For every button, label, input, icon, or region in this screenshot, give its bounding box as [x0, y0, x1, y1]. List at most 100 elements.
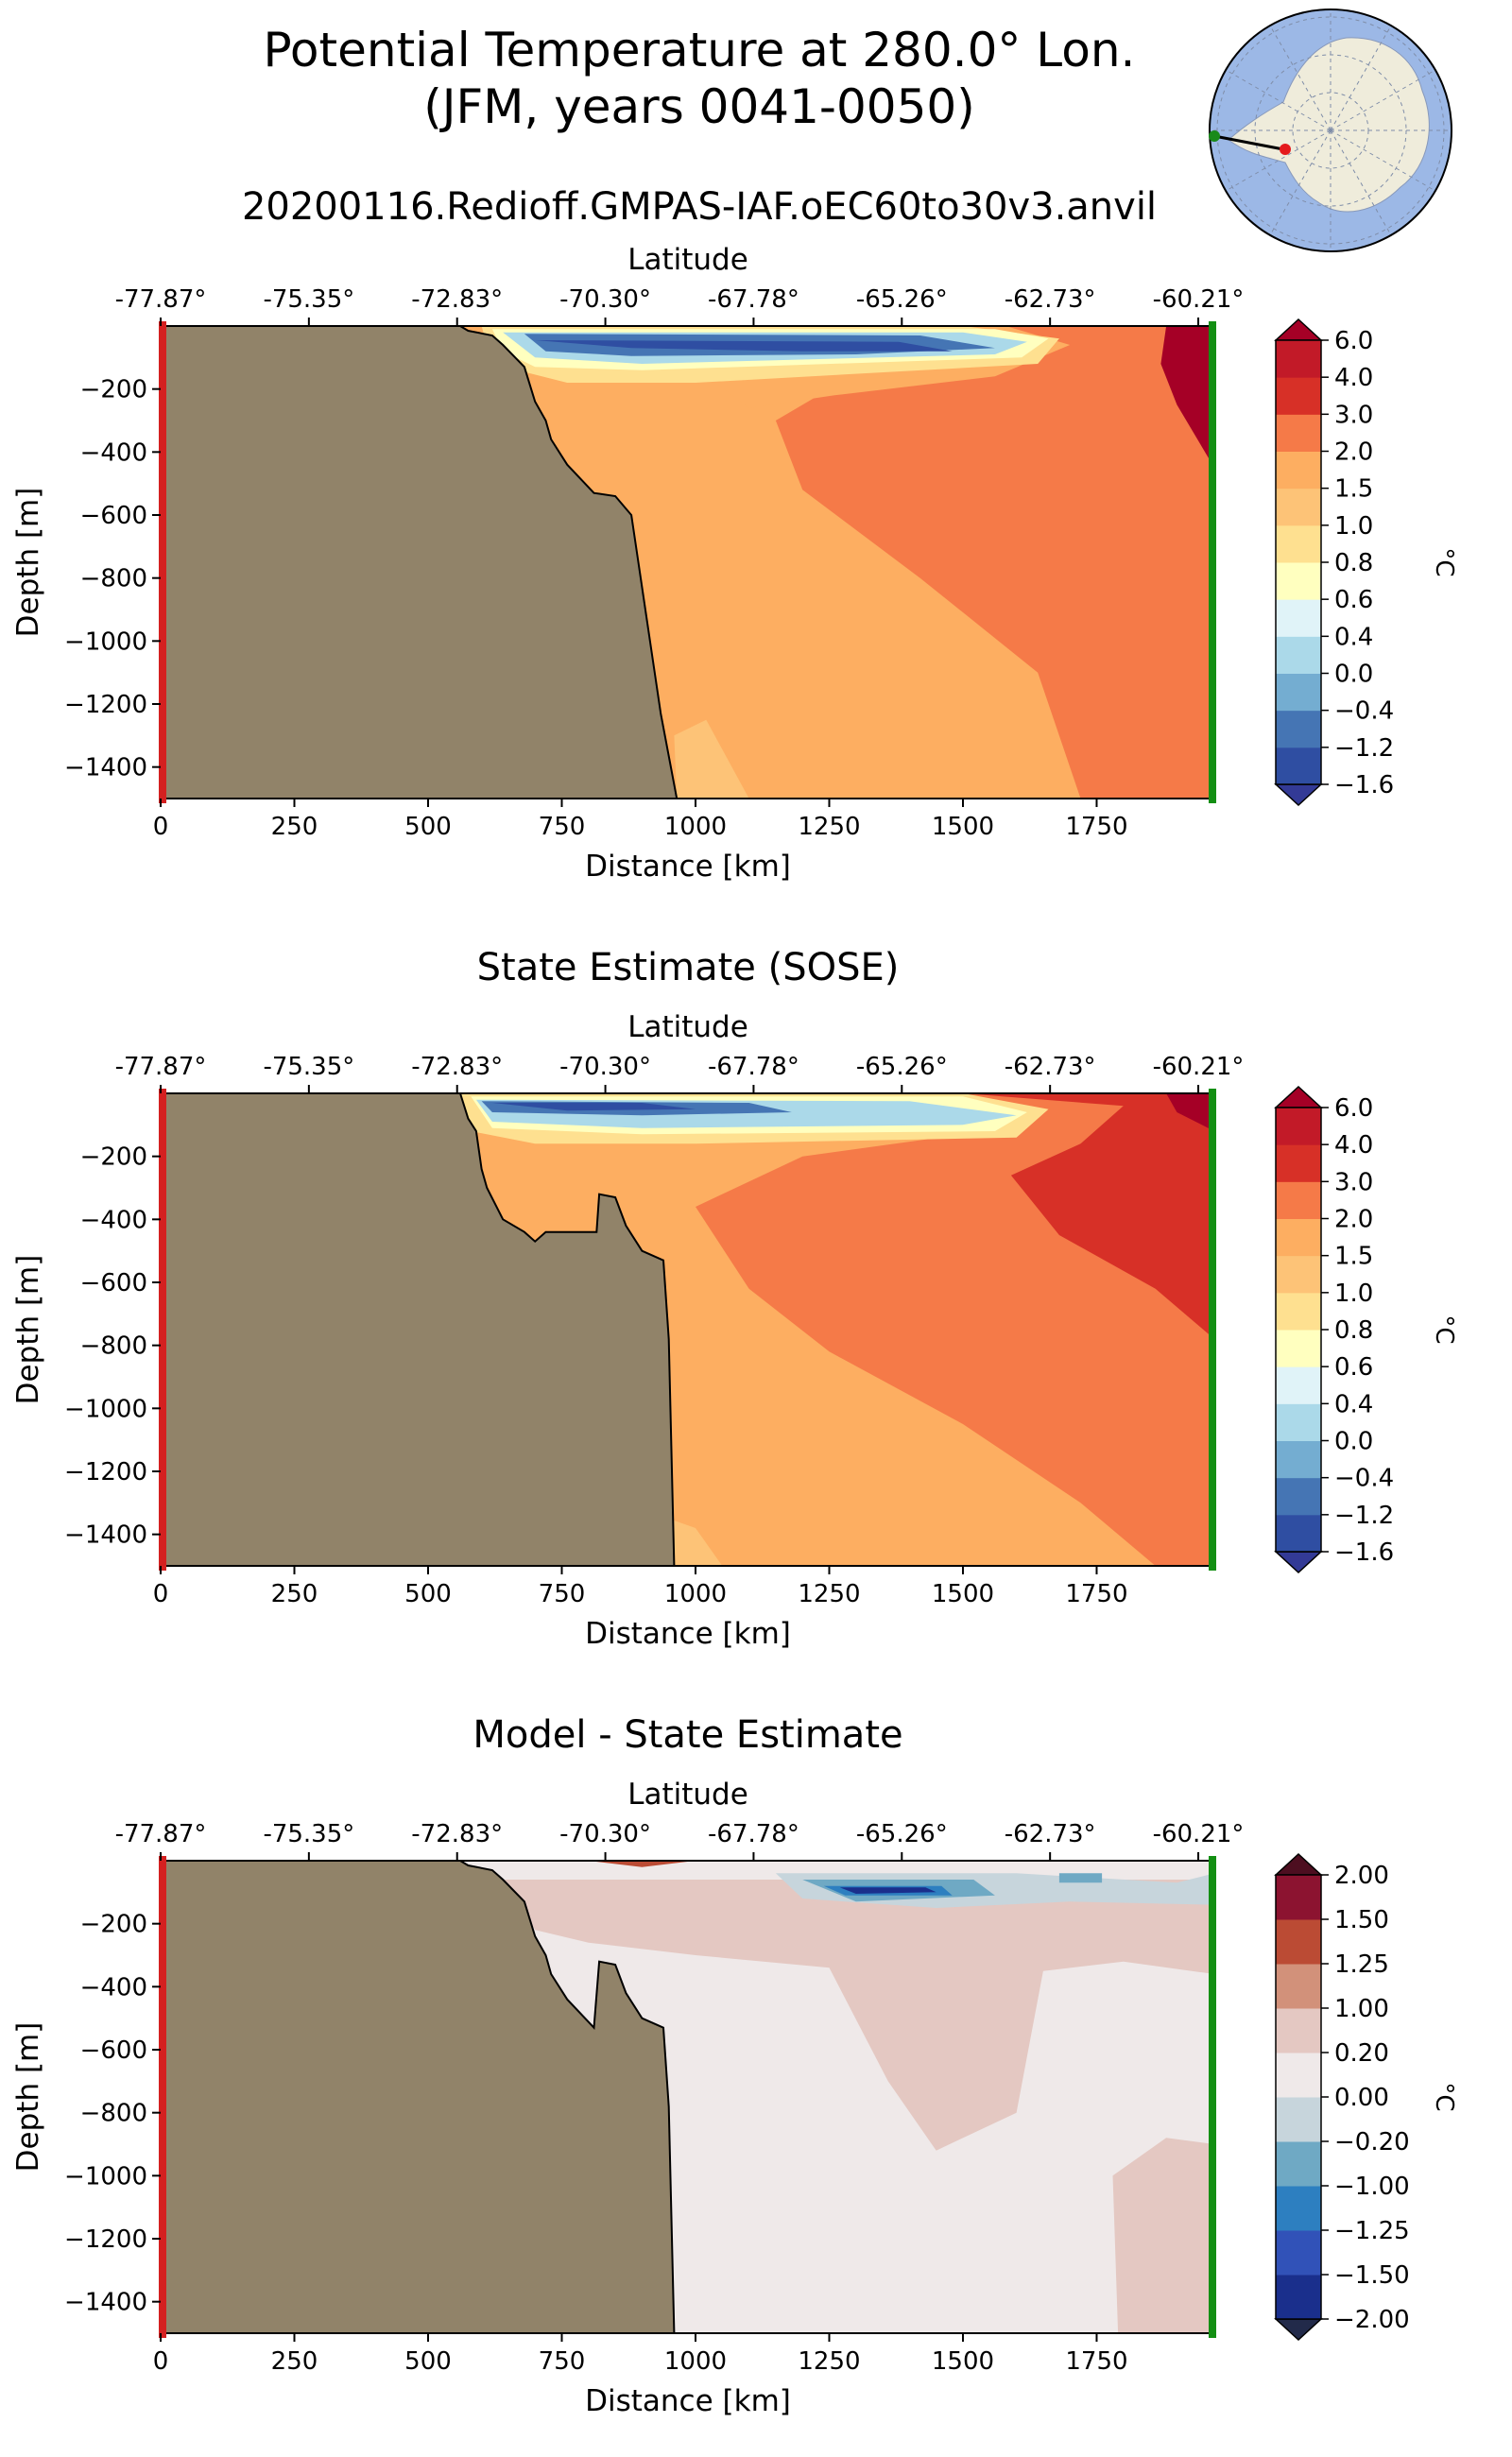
plot-area: [161, 1861, 1214, 2333]
inset-grid-meridian: [1330, 69, 1436, 131]
colorbar-tick-label: −1.2: [1334, 1502, 1394, 1530]
x-tick-label: 250: [271, 813, 318, 841]
field-band-5: [674, 719, 749, 799]
colorbar-segment: [1276, 451, 1321, 490]
colorbar-label: °C: [1430, 1314, 1458, 1344]
colorbar-tick-label: 0.0: [1334, 1428, 1373, 1456]
top-tick-label: -60.21°: [1153, 1820, 1245, 1848]
figure-title-line1: Potential Temperature at 280.0° Lon.: [264, 23, 1136, 77]
colorbar-segment: [1276, 673, 1321, 712]
y-tick-label: −1200: [64, 2225, 147, 2254]
colorbar-extend-min: [1274, 783, 1323, 807]
colorbar-segment: [1276, 1292, 1321, 1331]
top-tick-label: -65.26°: [856, 1820, 948, 1848]
y-axis-label: Depth [m]: [11, 488, 45, 638]
inset-grid-meridian: [1330, 25, 1392, 131]
top-tick-label: -65.26°: [856, 285, 948, 314]
colorbar-tick-label: −0.20: [1334, 2128, 1410, 2156]
colorbar-segment: [1276, 1366, 1321, 1404]
y-tick-label: −1400: [64, 754, 147, 782]
panel-title: Model - State Estimate: [472, 1713, 902, 1757]
x-tick-label: 1750: [1065, 813, 1127, 841]
field-band-1: [963, 1093, 1214, 1339]
field-band-8: [491, 1103, 696, 1111]
top-tick-label: -67.78°: [708, 285, 799, 314]
field-band-7: [588, 1861, 696, 1867]
colorbar-tick-label: −0.4: [1334, 697, 1394, 726]
field-band-2: [1166, 1093, 1214, 1131]
field-band-5: [839, 1887, 936, 1894]
colorbar-tick-label: 0.6: [1334, 586, 1373, 614]
colorbar-tick-label: −1.2: [1334, 734, 1394, 763]
y-tick-label: −400: [80, 1206, 147, 1234]
colorbar-tick-label: 3.0: [1334, 401, 1373, 429]
colorbar-tick-label: 0.8: [1334, 549, 1373, 577]
top-tick-label: -70.30°: [559, 1820, 651, 1848]
top-tick-label: -62.73°: [1005, 1820, 1096, 1848]
inset-transect-end: [1209, 130, 1220, 142]
y-tick-label: −800: [80, 1332, 147, 1361]
inset-grid-meridian: [1225, 69, 1332, 131]
top-tick-label: -62.73°: [1005, 285, 1096, 314]
panel-model: 0 250 500 750 1000 1250 1500 1750 Distance [km] −…: [11, 243, 1458, 884]
y-tick-label: −1200: [64, 1458, 147, 1486]
colorbar-segment: [1276, 340, 1321, 378]
antarctica-polar-map-icon: [1209, 9, 1452, 252]
colorbar-extend-max: [1274, 318, 1323, 341]
colorbar-tick-label: −1.6: [1334, 771, 1394, 799]
top-tick-label: -70.30°: [559, 285, 651, 314]
colorbar-segment: [1276, 1875, 1321, 1920]
colorbar-segment: [1276, 1144, 1321, 1182]
colorbar-tick-label: 1.5: [1334, 475, 1373, 504]
bathymetry: [161, 326, 679, 799]
colorbar-segment: [1276, 1255, 1321, 1294]
top-tick-label: -72.83°: [411, 1820, 503, 1848]
y-tick-label: −400: [80, 438, 147, 467]
top-tick-label: -62.73°: [1005, 1053, 1096, 1081]
y-tick-label: −1000: [64, 627, 147, 656]
y-tick-label: −400: [80, 1973, 147, 2002]
x-tick-label: 750: [539, 2347, 586, 2376]
x-axis-label: Distance [km]: [585, 850, 791, 884]
y-tick-label: −1000: [64, 1395, 147, 1423]
colorbar-tick-label: 2.0: [1334, 438, 1373, 467]
plot-area: [161, 326, 1214, 799]
colorbar-tick-label: 0.0: [1334, 661, 1373, 689]
y-tick-label: −600: [80, 502, 147, 530]
colorbar-extend-max: [1274, 1852, 1323, 1876]
colorbar-segment: [1276, 599, 1321, 637]
top-tick-label: -75.35°: [263, 1820, 354, 1848]
colorbar-segment: [1276, 1514, 1321, 1553]
colorbar-segment: [1276, 488, 1321, 526]
colorbar-tick-label: −2.00: [1334, 2306, 1410, 2334]
y-tick-label: −800: [80, 2100, 147, 2128]
colorbar-tick-label: 6.0: [1334, 327, 1373, 355]
colorbar-segment: [1276, 1440, 1321, 1479]
top-tick-label: -77.87°: [115, 1820, 207, 1848]
colorbar-segment: [1276, 747, 1321, 785]
colorbar-segment: [1276, 1919, 1321, 1965]
y-tick-label: −600: [80, 2036, 147, 2065]
panel-title: State Estimate (SOSE): [477, 946, 900, 989]
colorbar-tick-label: −1.50: [1334, 2261, 1410, 2290]
panel-difference: Model - State Estimate 0 250 500 750 1000 1250…: [11, 1713, 1458, 2418]
x-tick-label: 1500: [932, 813, 994, 841]
colorbar-extend-min: [1274, 2318, 1323, 2342]
top-tick-label: -65.26°: [856, 1053, 948, 1081]
x-tick-label: 1750: [1065, 1580, 1127, 1608]
inset-grid-meridian: [1330, 129, 1392, 236]
colorbar-tick-label: 0.8: [1334, 1316, 1373, 1345]
colorbar-tick-label: 0.00: [1334, 2084, 1389, 2112]
y-axis-label: Depth [m]: [11, 1255, 45, 1405]
colorbar-tick-label: 4.0: [1334, 364, 1373, 392]
inset-grid-meridian: [1269, 25, 1332, 131]
colorbar-segment: [1276, 1477, 1321, 1516]
colorbar-tick-label: −1.00: [1334, 2173, 1410, 2201]
top-tick-label: -67.78°: [708, 1053, 799, 1081]
colorbar-tick-label: −1.6: [1334, 1538, 1394, 1567]
colorbar-tick-label: 0.20: [1334, 2039, 1389, 2068]
top-tick-label: -67.78°: [708, 1820, 799, 1848]
y-tick-label: −1400: [64, 2289, 147, 2317]
x-tick-label: 1500: [932, 1580, 994, 1608]
inset-land: [1228, 37, 1430, 213]
